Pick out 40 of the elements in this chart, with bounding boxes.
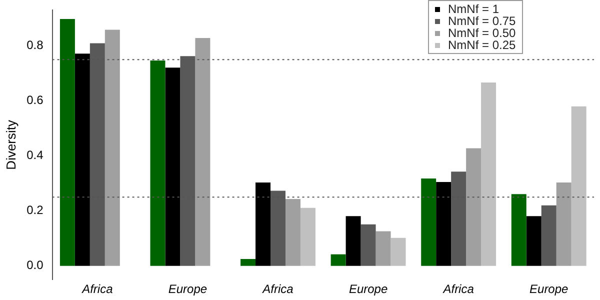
y-tick-label: 0.0	[26, 258, 44, 272]
y-tick-label: 0.8	[26, 38, 44, 52]
x-tick-label: Africa	[81, 282, 114, 296]
bar	[541, 205, 556, 266]
bar	[150, 60, 166, 266]
bar	[526, 216, 542, 266]
bar	[481, 82, 496, 266]
x-tick-label: Europe	[530, 282, 569, 296]
bar	[240, 258, 256, 266]
bar	[360, 224, 376, 266]
bar	[390, 238, 406, 266]
legend-label: NmNf = 0.75	[448, 14, 516, 28]
x-tick-label: Europe	[168, 282, 208, 296]
x-tick-label: Africa	[442, 282, 474, 296]
bar	[195, 38, 210, 266]
bar	[466, 148, 482, 266]
x-tick-label: Africa	[262, 282, 294, 296]
bar	[60, 18, 75, 266]
bar	[436, 182, 452, 266]
bar	[346, 216, 361, 266]
legend-label: NmNf = 1	[448, 2, 500, 16]
y-tick-label: 0.6	[26, 93, 44, 108]
bar	[421, 178, 436, 266]
legend-label: NmNf = 0.50	[448, 26, 516, 40]
bar	[300, 208, 316, 266]
bar	[256, 182, 271, 266]
bar	[165, 68, 180, 266]
legend-label: NmNf = 0.25	[448, 38, 516, 52]
bar	[285, 199, 300, 266]
x-tick-label: Europe	[348, 282, 388, 296]
bar	[571, 106, 586, 266]
bar	[74, 54, 90, 266]
bar	[511, 194, 526, 266]
y-axis-title: Diversity	[3, 119, 18, 170]
y-tick-label: 0.4	[26, 148, 44, 162]
bar	[330, 254, 346, 266]
y-tick-label: 0.2	[26, 203, 44, 218]
bar	[104, 30, 120, 266]
bar	[376, 231, 391, 266]
bar	[556, 182, 572, 266]
